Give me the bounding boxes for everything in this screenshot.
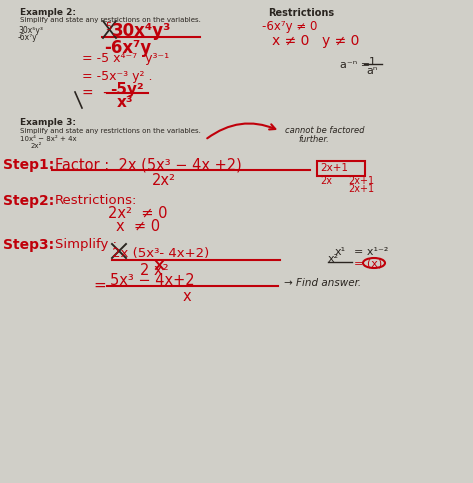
Text: x ≠ 0: x ≠ 0 bbox=[272, 34, 309, 48]
Text: Step3:: Step3: bbox=[3, 238, 54, 252]
Text: Step1:: Step1: bbox=[3, 158, 54, 172]
Text: -6x⁷y: -6x⁷y bbox=[18, 33, 38, 42]
Text: cannot be factored: cannot be factored bbox=[285, 126, 365, 135]
Text: 2x+1: 2x+1 bbox=[320, 163, 348, 173]
Text: Example 2:: Example 2: bbox=[20, 8, 76, 17]
Text: 2x+1: 2x+1 bbox=[348, 176, 374, 186]
Text: x¹: x¹ bbox=[335, 247, 346, 257]
Text: 2x²  ≠ 0: 2x² ≠ 0 bbox=[108, 206, 167, 221]
Text: 2x: 2x bbox=[320, 176, 332, 186]
Text: Factor :  2x (5x³ − 4x +2): Factor : 2x (5x³ − 4x +2) bbox=[55, 158, 242, 173]
Text: 2x²: 2x² bbox=[152, 173, 176, 188]
Text: Simplify :: Simplify : bbox=[55, 238, 117, 251]
Text: -6x⁷y ≠ 0: -6x⁷y ≠ 0 bbox=[262, 20, 317, 33]
Text: 2 x²: 2 x² bbox=[140, 263, 169, 278]
Text: =  −: = − bbox=[82, 86, 114, 100]
Text: -6x⁷y: -6x⁷y bbox=[104, 39, 151, 57]
Text: Simplify and state any restrictions on the variables.: Simplify and state any restrictions on t… bbox=[20, 17, 201, 23]
Text: Example 3:: Example 3: bbox=[20, 118, 76, 127]
Text: further.: further. bbox=[298, 135, 329, 144]
Text: Restrictions:: Restrictions: bbox=[55, 194, 137, 207]
Text: Simplify and state any restrictions on the variables.: Simplify and state any restrictions on t… bbox=[20, 128, 201, 134]
Text: x  ≠ 0: x ≠ 0 bbox=[116, 219, 160, 234]
Text: y ≠ 0: y ≠ 0 bbox=[322, 34, 359, 48]
Text: → Find answer.: → Find answer. bbox=[284, 278, 361, 288]
Text: 2x (5x³- 4x+2): 2x (5x³- 4x+2) bbox=[112, 247, 209, 260]
Text: 5: 5 bbox=[105, 22, 111, 32]
Text: 10x⁴ − 8x² + 4x: 10x⁴ − 8x² + 4x bbox=[20, 136, 77, 142]
Text: = x¹⁻²: = x¹⁻² bbox=[354, 247, 388, 257]
Text: 5x³ − 4x+2: 5x³ − 4x+2 bbox=[110, 273, 194, 288]
Text: 2x²: 2x² bbox=[31, 143, 43, 149]
Text: 30x⁵y³: 30x⁵y³ bbox=[18, 26, 43, 35]
Text: = -5x⁻³ y² .: = -5x⁻³ y² . bbox=[82, 70, 152, 83]
Text: aⁿ: aⁿ bbox=[366, 66, 377, 76]
Text: x³: x³ bbox=[117, 95, 134, 110]
Text: x: x bbox=[183, 289, 192, 304]
Text: -5y²: -5y² bbox=[110, 82, 144, 97]
Text: a⁻ⁿ =: a⁻ⁿ = bbox=[340, 60, 370, 70]
Text: =: = bbox=[93, 278, 106, 293]
Text: x²: x² bbox=[328, 254, 339, 264]
Text: = (x): = (x) bbox=[354, 259, 382, 269]
Text: 1: 1 bbox=[368, 57, 376, 67]
Text: 30x⁴y³: 30x⁴y³ bbox=[112, 22, 171, 40]
Text: Restrictions: Restrictions bbox=[268, 8, 334, 18]
Text: Step2:: Step2: bbox=[3, 194, 54, 208]
Text: = -5 x⁴⁻⁷  y³⁻¹: = -5 x⁴⁻⁷ y³⁻¹ bbox=[82, 52, 169, 65]
Text: 2x+1: 2x+1 bbox=[348, 184, 374, 194]
